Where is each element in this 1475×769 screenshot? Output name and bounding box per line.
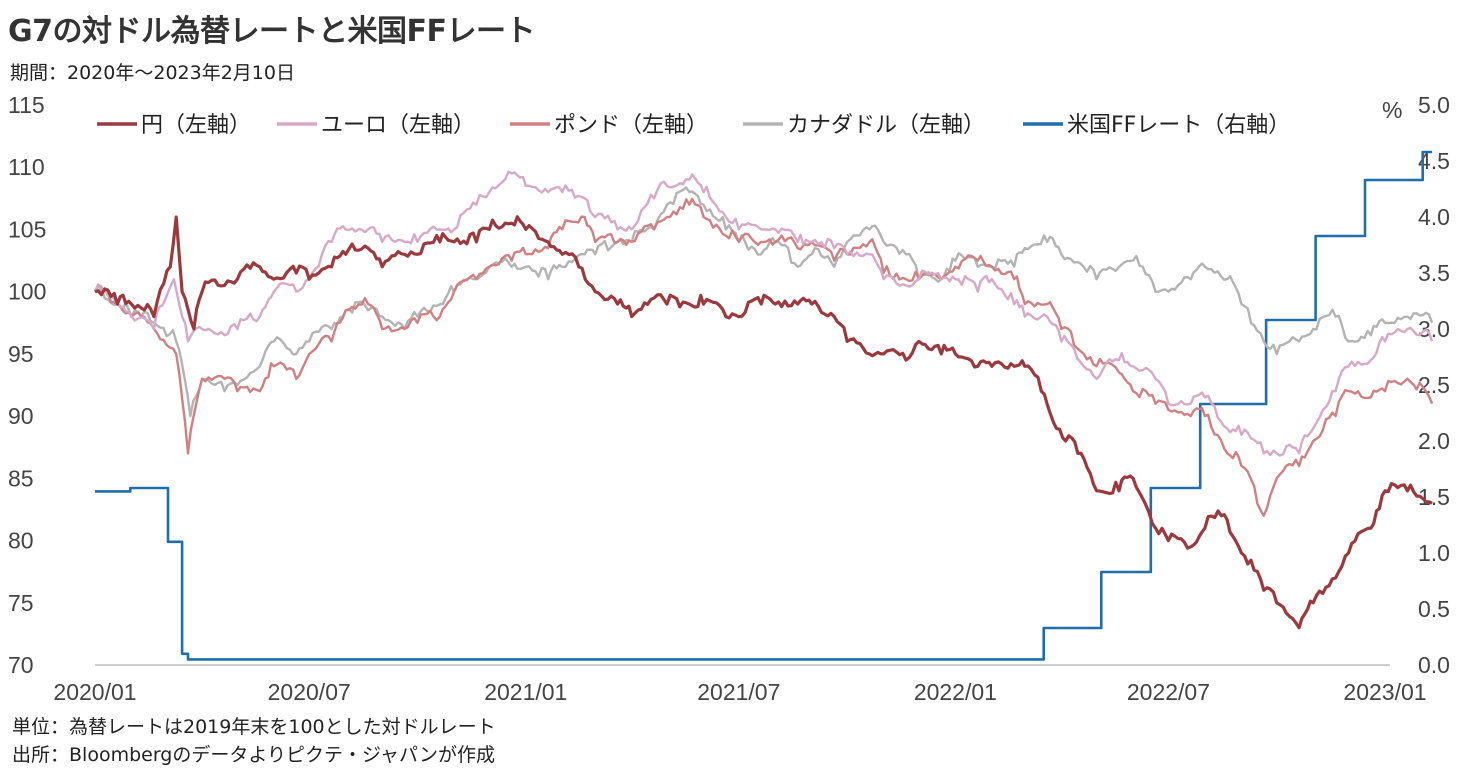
y-right-tick-label: 2.0 — [1418, 428, 1450, 454]
series-line — [95, 150, 1433, 661]
legend-label: ユーロ（左軸） — [321, 113, 475, 138]
series-lines — [93, 150, 1434, 661]
legend-label: ポンド（左軸） — [554, 113, 708, 138]
x-tick-label: 2020/01 — [53, 679, 136, 705]
legend: 円（左軸） ユーロ（左軸） ポンド（左軸） カナダドル（左軸） 米国FFレート（右軸） — [97, 113, 1290, 138]
right-axis-ticks: 0.00.51.01.52.02.53.03.54.04.55.0% — [1382, 92, 1450, 678]
y-right-tick-label: 3.5 — [1418, 260, 1450, 286]
y-left-tick-label: 70 — [8, 652, 34, 678]
y-left-tick-label: 75 — [8, 590, 34, 616]
y-right-unit-label: % — [1382, 97, 1402, 123]
series-line — [93, 186, 1434, 418]
y-left-tick-label: 115 — [8, 92, 45, 118]
x-tick-label: 2021/01 — [484, 679, 567, 705]
legend-label: 米国FFレート（右軸） — [1067, 113, 1290, 138]
y-left-tick-label: 110 — [8, 154, 45, 180]
unit-note: 単位：為替レートは2019年末を100とした対ドルレート — [12, 716, 496, 738]
y-right-tick-label: 4.0 — [1418, 204, 1450, 230]
y-right-tick-label: 2.5 — [1418, 372, 1450, 398]
series-line — [94, 215, 1433, 630]
left-axis-ticks: 70 75 80 85 90 95 100 105 110 115 — [8, 92, 46, 678]
source-note: 出所：Bloombergのデータよりピクテ・ジャパンが作成 — [12, 744, 495, 766]
legend-label: カナダドル（左軸） — [787, 113, 985, 138]
x-axis-ticks: 2020/01 2020/07 2021/01 2021/07 2022/01 2022/… — [53, 679, 1426, 705]
y-left-tick-label: 95 — [8, 341, 34, 367]
y-left-tick-label: 105 — [8, 216, 46, 242]
y-left-tick-label: 85 — [8, 465, 34, 491]
legend-label: 円（左軸） — [141, 113, 251, 138]
series-line — [93, 197, 1434, 517]
y-left-tick-label: 90 — [8, 403, 34, 429]
series-line — [93, 170, 1434, 457]
y-right-tick-label: 3.0 — [1418, 316, 1450, 342]
y-right-tick-label: 5.0 — [1418, 92, 1450, 118]
x-tick-label: 2022/01 — [914, 679, 997, 705]
y-right-tick-label: 1.0 — [1418, 540, 1450, 566]
y-right-tick-label: 0.5 — [1418, 596, 1450, 622]
y-left-tick-label: 80 — [8, 528, 34, 554]
period-label: 期間：2020年～2023年2月10日 — [10, 62, 295, 84]
x-tick-label: 2020/07 — [268, 679, 351, 705]
y-right-tick-label: 0.0 — [1418, 652, 1450, 678]
chart-title: G7の対ドル為替レートと米国FFレート — [8, 14, 535, 49]
x-tick-label: 2023/01 — [1343, 679, 1426, 705]
x-tick-label: 2021/07 — [697, 679, 780, 705]
y-left-tick-label: 100 — [8, 279, 46, 305]
x-tick-label: 2022/07 — [1127, 679, 1210, 705]
